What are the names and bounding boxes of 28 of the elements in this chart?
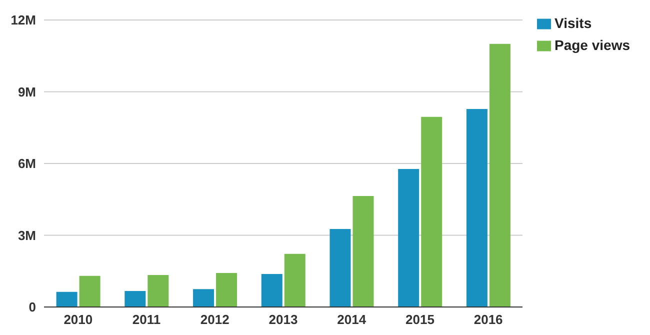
y-tick-label: 3M xyxy=(18,228,36,243)
x-tick-label: 2013 xyxy=(268,312,298,328)
bar xyxy=(56,292,78,307)
bar xyxy=(398,169,420,307)
bar xyxy=(352,196,374,307)
bar xyxy=(124,290,146,307)
bar xyxy=(193,289,214,307)
y-tick-label: 0 xyxy=(28,300,36,315)
x-tick-label: 2010 xyxy=(64,312,93,328)
x-tick-label: 2016 xyxy=(474,312,503,328)
y-tick-label: 12M xyxy=(10,12,36,28)
y-tick-label: 9M xyxy=(18,84,36,100)
bar xyxy=(216,273,238,307)
x-tick-label: 2015 xyxy=(406,312,434,328)
bar xyxy=(79,276,100,307)
bar xyxy=(466,108,488,307)
bar xyxy=(261,274,282,307)
bar xyxy=(489,44,510,307)
bar xyxy=(421,116,442,307)
legend-label: Page views xyxy=(554,37,630,53)
y-tick-label: 6M xyxy=(18,156,36,172)
bar xyxy=(148,274,169,307)
bar xyxy=(330,229,351,307)
legend-label: Visits xyxy=(554,15,592,31)
x-tick-label: 2014 xyxy=(337,312,367,328)
x-tick-label: 2012 xyxy=(200,312,230,328)
bar xyxy=(284,254,306,307)
x-tick-label: 2011 xyxy=(132,312,161,328)
